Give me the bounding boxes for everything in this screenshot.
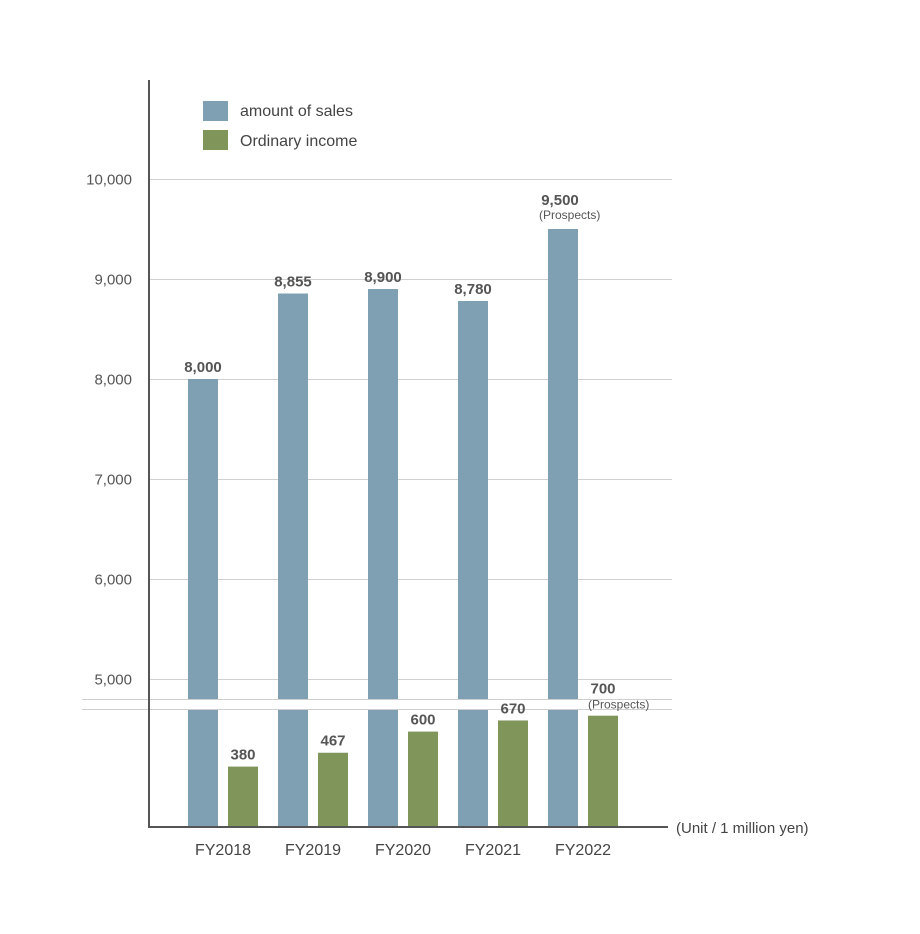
bar-income bbox=[228, 766, 258, 827]
data-label-sales: 9,500 bbox=[541, 192, 579, 209]
data-label-income: 467 bbox=[320, 733, 345, 750]
data-label-income: 700 bbox=[590, 681, 615, 698]
x-tick-label: FY2018 bbox=[195, 842, 251, 859]
bar-sales bbox=[188, 379, 218, 827]
y-tick-label: 6,000 bbox=[94, 572, 132, 589]
x-tick-label: FY2022 bbox=[555, 842, 611, 859]
unit-label: (Unit / 1 million yen) bbox=[676, 820, 809, 837]
bar-sales bbox=[278, 293, 308, 827]
bar-income bbox=[498, 720, 528, 827]
x-tick-label: FY2020 bbox=[375, 842, 431, 859]
data-label-sales: 8,000 bbox=[184, 359, 222, 376]
note-sales: (Prospects) bbox=[539, 208, 600, 222]
legend: amount of sales Ordinary income bbox=[203, 101, 357, 150]
legend-label-sales: amount of sales bbox=[240, 103, 353, 120]
data-label-income: 380 bbox=[230, 747, 255, 764]
y-tick-label: 5,000 bbox=[94, 672, 132, 689]
grid-lines bbox=[149, 179, 672, 680]
legend-swatch-income bbox=[203, 130, 228, 150]
bar-sales bbox=[458, 301, 488, 827]
x-tick-label: FY2019 bbox=[285, 842, 341, 859]
data-label-income: 670 bbox=[500, 700, 525, 717]
note-income: (Prospects) bbox=[588, 698, 649, 712]
labels: 10,000 9,000 8,000 7,000 6,000 5,000 8,000 380 F… bbox=[86, 172, 649, 860]
data-label-sales: 8,855 bbox=[274, 274, 312, 291]
bar-income bbox=[318, 752, 348, 827]
bars bbox=[188, 229, 618, 827]
bar-income bbox=[588, 715, 618, 827]
bar-sales bbox=[548, 229, 578, 827]
x-tick-label: FY2021 bbox=[465, 842, 521, 859]
y-tick-label: 10,000 bbox=[86, 172, 132, 189]
data-label-income: 600 bbox=[410, 712, 435, 729]
y-tick-label: 7,000 bbox=[94, 472, 132, 489]
legend-swatch-sales bbox=[203, 101, 228, 121]
data-label-sales: 8,900 bbox=[364, 269, 402, 286]
axis-break-gap bbox=[82, 699, 672, 710]
bar-sales bbox=[368, 289, 398, 827]
data-label-sales: 8,780 bbox=[454, 281, 492, 298]
bar-income bbox=[408, 731, 438, 827]
legend-label-income: Ordinary income bbox=[240, 133, 357, 150]
y-tick-label: 9,000 bbox=[94, 272, 132, 289]
axis-break bbox=[82, 699, 672, 710]
y-tick-label: 8,000 bbox=[94, 372, 132, 389]
